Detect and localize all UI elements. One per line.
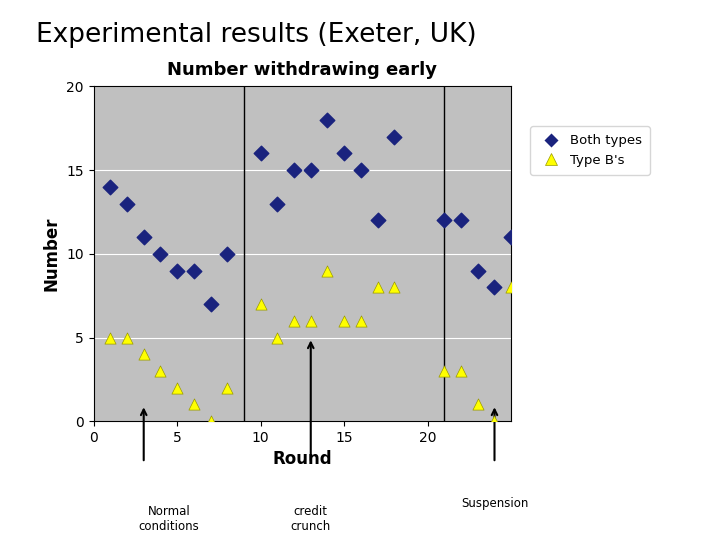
Point <box>204 300 216 308</box>
Title: Number withdrawing early: Number withdrawing early <box>167 61 438 79</box>
Point <box>472 266 484 275</box>
Point <box>204 417 216 426</box>
Point <box>171 266 183 275</box>
Point <box>322 266 333 275</box>
Point <box>322 116 333 124</box>
Point <box>305 166 317 174</box>
Point <box>305 316 317 325</box>
Point <box>505 233 517 241</box>
Point <box>489 283 500 292</box>
Point <box>455 367 467 375</box>
Point <box>155 367 166 375</box>
Point <box>338 316 350 325</box>
Point <box>355 166 366 174</box>
Point <box>372 216 383 225</box>
Point <box>255 300 266 308</box>
Text: Experimental results (Exeter, UK): Experimental results (Exeter, UK) <box>36 22 477 48</box>
Point <box>222 249 233 258</box>
Point <box>155 249 166 258</box>
Y-axis label: Number: Number <box>42 217 60 291</box>
Point <box>372 283 383 292</box>
Point <box>288 316 300 325</box>
Point <box>389 132 400 141</box>
Legend: Both types, Type B's: Both types, Type B's <box>531 126 650 175</box>
Point <box>138 233 150 241</box>
Point <box>438 216 450 225</box>
Point <box>121 199 132 208</box>
Point <box>121 333 132 342</box>
Point <box>255 149 266 158</box>
Point <box>438 367 450 375</box>
Point <box>104 183 116 191</box>
Point <box>338 149 350 158</box>
Point <box>489 417 500 426</box>
Point <box>188 266 199 275</box>
Point <box>271 333 283 342</box>
Point <box>138 350 150 359</box>
Text: Normal
conditions: Normal conditions <box>138 505 199 533</box>
Point <box>222 383 233 392</box>
Point <box>188 400 199 409</box>
Point <box>455 216 467 225</box>
Point <box>271 199 283 208</box>
Point <box>171 383 183 392</box>
Point <box>389 283 400 292</box>
Text: Suspension: Suspension <box>461 497 528 510</box>
X-axis label: Round: Round <box>273 450 332 469</box>
Text: credit
crunch: credit crunch <box>291 505 331 533</box>
Point <box>472 400 484 409</box>
Point <box>288 166 300 174</box>
Point <box>355 316 366 325</box>
Point <box>505 283 517 292</box>
Point <box>104 333 116 342</box>
